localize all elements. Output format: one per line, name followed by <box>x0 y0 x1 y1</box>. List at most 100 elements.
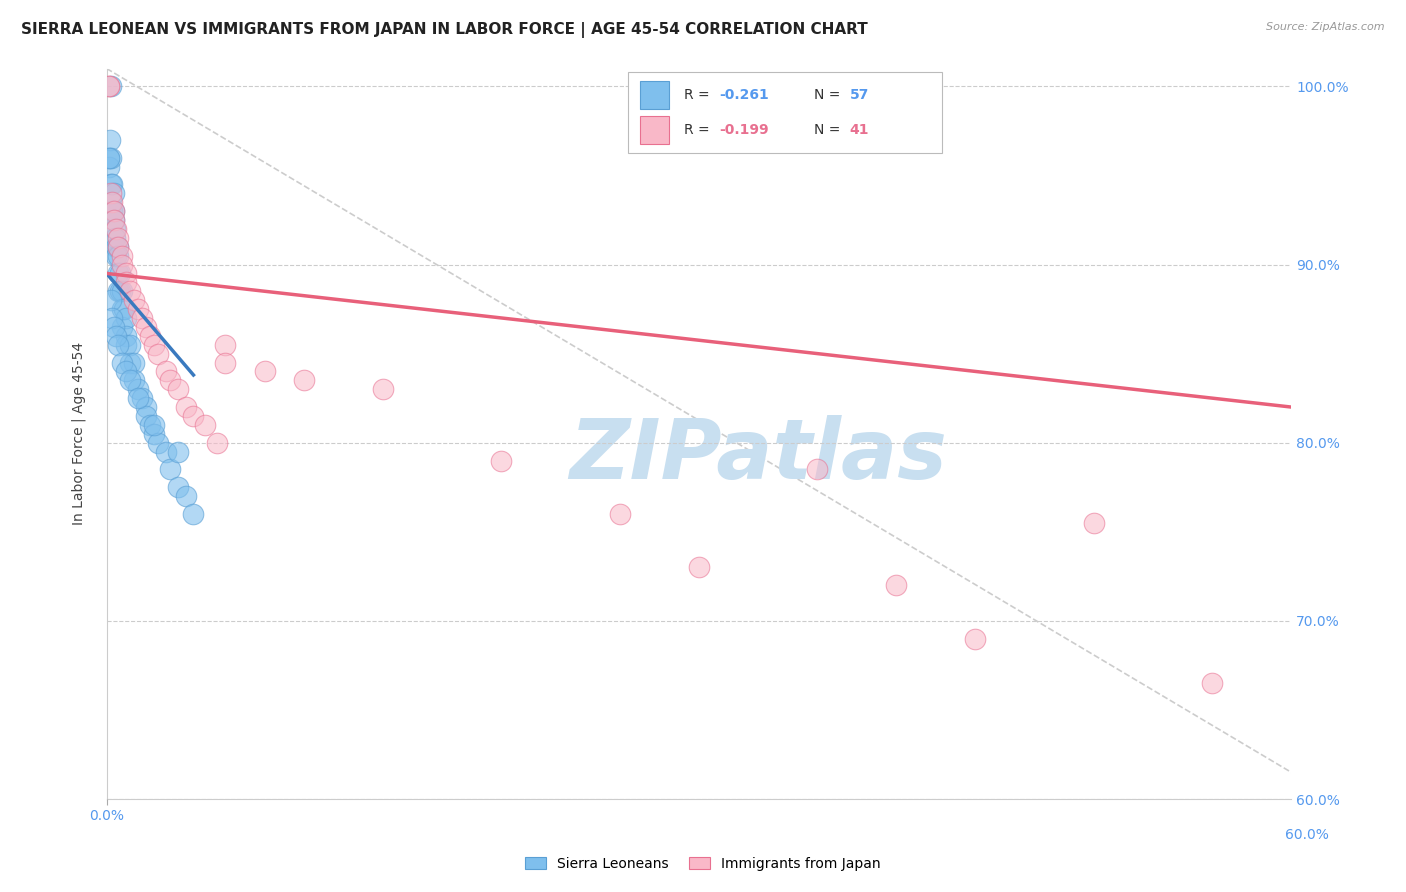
Point <box>111 258 134 272</box>
Point <box>111 319 134 334</box>
Point <box>253 364 276 378</box>
Point <box>100 79 122 94</box>
Point <box>143 337 166 351</box>
Point <box>97 79 120 94</box>
Point <box>97 151 120 165</box>
Point <box>101 204 124 219</box>
Point <box>135 319 157 334</box>
Point <box>371 382 394 396</box>
Point <box>105 249 128 263</box>
Text: 41: 41 <box>849 123 869 136</box>
Point <box>205 435 228 450</box>
Point <box>103 213 125 227</box>
Point <box>120 373 142 387</box>
Point <box>214 355 236 369</box>
Point <box>107 285 129 299</box>
Point <box>183 409 205 423</box>
Point <box>100 186 122 201</box>
Point <box>105 328 128 343</box>
Point <box>107 337 129 351</box>
Point <box>105 222 128 236</box>
Point <box>122 373 145 387</box>
Point <box>688 560 710 574</box>
Point <box>115 328 138 343</box>
Point <box>127 391 149 405</box>
Point <box>107 240 129 254</box>
Point <box>110 285 132 299</box>
Text: R =: R = <box>683 123 714 136</box>
Point <box>183 507 205 521</box>
Text: 60.0%: 60.0% <box>1285 828 1329 842</box>
Text: ZIPatlas: ZIPatlas <box>569 415 948 496</box>
Point <box>107 249 129 263</box>
Point <box>105 240 128 254</box>
Text: SIERRA LEONEAN VS IMMIGRANTS FROM JAPAN IN LABOR FORCE | AGE 45-54 CORRELATION C: SIERRA LEONEAN VS IMMIGRANTS FROM JAPAN … <box>21 22 868 38</box>
FancyBboxPatch shape <box>628 72 942 153</box>
Point <box>155 444 177 458</box>
Point <box>111 301 134 316</box>
FancyBboxPatch shape <box>640 116 669 144</box>
Point <box>886 578 908 592</box>
Point <box>104 231 127 245</box>
Point <box>174 489 197 503</box>
Text: 57: 57 <box>849 87 869 102</box>
Point <box>107 231 129 245</box>
Point <box>115 337 138 351</box>
Point <box>166 382 188 396</box>
Point <box>101 195 124 210</box>
Point <box>965 632 987 646</box>
Point <box>122 293 145 307</box>
FancyBboxPatch shape <box>640 81 669 109</box>
Legend: Sierra Leoneans, Immigrants from Japan: Sierra Leoneans, Immigrants from Japan <box>519 851 887 876</box>
Point <box>146 346 169 360</box>
Point <box>122 355 145 369</box>
Point <box>166 444 188 458</box>
Point <box>131 310 153 325</box>
Point <box>127 382 149 396</box>
Point <box>110 267 132 281</box>
Point <box>143 417 166 432</box>
Point <box>107 240 129 254</box>
Point <box>292 373 315 387</box>
Point <box>115 267 138 281</box>
Point <box>100 195 122 210</box>
Y-axis label: In Labor Force | Age 45-54: In Labor Force | Age 45-54 <box>72 343 86 525</box>
Point <box>1201 676 1223 690</box>
Point <box>101 310 124 325</box>
Point <box>97 79 120 94</box>
Point <box>120 355 142 369</box>
Point <box>146 435 169 450</box>
Point <box>194 417 217 432</box>
Point <box>491 453 513 467</box>
Text: Source: ZipAtlas.com: Source: ZipAtlas.com <box>1267 22 1385 32</box>
Point <box>139 328 162 343</box>
Point <box>159 462 181 476</box>
Point <box>155 364 177 378</box>
Point <box>1083 516 1105 530</box>
Point <box>135 400 157 414</box>
Point <box>806 462 828 476</box>
Point <box>115 364 138 378</box>
Point <box>103 213 125 227</box>
Point <box>120 285 142 299</box>
Point <box>98 133 121 147</box>
Point <box>166 480 188 494</box>
Point <box>115 310 138 325</box>
Point <box>103 204 125 219</box>
Point <box>100 151 122 165</box>
Point <box>103 319 125 334</box>
Point <box>111 249 134 263</box>
Point <box>609 507 631 521</box>
Point <box>97 160 120 174</box>
Point <box>214 337 236 351</box>
Point <box>120 337 142 351</box>
Text: -0.261: -0.261 <box>718 87 769 102</box>
Point <box>107 267 129 281</box>
Text: N =: N = <box>814 123 845 136</box>
Point <box>127 301 149 316</box>
Text: R =: R = <box>683 87 714 102</box>
Point <box>115 276 138 290</box>
Point <box>159 373 181 387</box>
Point <box>111 285 134 299</box>
Point <box>139 417 162 432</box>
